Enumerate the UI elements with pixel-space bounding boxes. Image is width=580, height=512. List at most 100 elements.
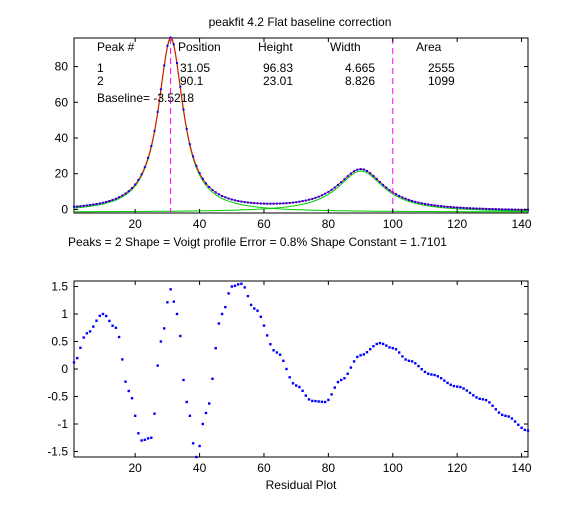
data-point — [102, 201, 104, 204]
data-point — [340, 181, 343, 184]
x-tick-label: 140 — [512, 461, 532, 475]
data-point — [230, 198, 233, 201]
y-tick-label: 0 — [61, 202, 68, 216]
residual-point — [439, 377, 443, 380]
fit-plot-curves — [73, 36, 529, 213]
data-point — [288, 201, 291, 204]
residual-point — [501, 413, 504, 417]
y-tick-label: 40 — [55, 131, 69, 145]
data-point — [414, 200, 417, 203]
data-point — [253, 202, 256, 205]
table-cell: 4.665 — [345, 61, 375, 75]
residual-point — [456, 385, 459, 388]
residual-point — [323, 400, 327, 404]
residual-point — [523, 428, 526, 432]
data-point — [201, 177, 204, 180]
data-point — [195, 164, 198, 167]
residual-point — [398, 351, 401, 354]
residual-point — [391, 346, 394, 350]
data-point — [79, 205, 82, 208]
residual-point — [195, 455, 198, 459]
y-tick-label: 1.5 — [51, 280, 68, 294]
residual-point — [346, 372, 349, 375]
data-point — [485, 207, 488, 210]
data-point — [166, 44, 169, 47]
residual-point — [343, 377, 346, 380]
data-point — [243, 201, 246, 204]
data-point — [324, 192, 327, 195]
residual-point — [481, 398, 485, 401]
data-point — [443, 205, 446, 208]
residual-point — [526, 429, 530, 432]
residual-point — [76, 356, 79, 360]
data-point — [85, 204, 88, 207]
residual-point — [143, 438, 146, 441]
residual-point — [497, 411, 501, 414]
table-header: Width — [330, 40, 361, 54]
y-tick-label: -0.5 — [47, 390, 68, 404]
residual-point — [85, 332, 89, 335]
residual-point — [449, 383, 452, 386]
data-point — [211, 188, 214, 191]
residual-point — [211, 377, 214, 380]
data-point — [237, 200, 240, 202]
residual-point — [92, 325, 95, 328]
residual-point — [488, 401, 491, 404]
data-point — [449, 206, 452, 208]
data-point — [217, 193, 220, 196]
residual-point — [407, 359, 411, 362]
residual-point — [105, 314, 108, 318]
data-point — [407, 198, 410, 201]
residual-point — [88, 330, 92, 333]
residual-point — [166, 301, 169, 304]
data-point — [375, 177, 378, 180]
data-point — [221, 195, 224, 197]
residual-point — [262, 324, 266, 327]
data-point — [124, 192, 127, 195]
table-header: Area — [416, 40, 442, 54]
data-point — [514, 208, 517, 211]
residual-point — [362, 353, 365, 356]
fit-plot-ticks: 20 40 60 80 100 120 140 0 20 40 60 80 — [55, 38, 532, 231]
data-point — [156, 110, 159, 113]
residual-point — [333, 386, 336, 389]
residual-point — [433, 373, 436, 377]
fit-summary: Peaks = 2 Shape = Voigt profile Error = … — [68, 235, 447, 249]
residual-point — [204, 411, 208, 415]
data-point — [169, 36, 172, 39]
data-point — [404, 197, 407, 200]
data-point — [314, 196, 317, 199]
y-tick-label: 80 — [55, 60, 69, 74]
component-curve-2 — [74, 170, 529, 213]
data-point — [279, 202, 282, 205]
residual-point — [494, 408, 497, 411]
residual-point — [410, 360, 414, 363]
residual-point — [269, 343, 272, 346]
data-point — [465, 207, 468, 210]
residual-point — [311, 399, 314, 403]
residual-point — [427, 372, 430, 375]
residual-point — [520, 426, 523, 429]
data-point — [179, 85, 182, 88]
data-point — [182, 108, 185, 111]
data-point — [488, 208, 491, 210]
data-point — [131, 187, 133, 190]
data-point — [472, 207, 475, 210]
chart-title: peakfit 4.2 Flat baseline correction — [209, 15, 392, 29]
data-point — [163, 64, 166, 67]
data-point — [362, 168, 365, 171]
residual-point — [278, 353, 282, 356]
table-cell: 2555 — [428, 61, 455, 75]
residual-point — [504, 414, 507, 417]
data-point — [320, 194, 323, 197]
residual-point — [484, 398, 488, 402]
data-point — [73, 205, 75, 208]
table-cell: 23.01 — [263, 74, 293, 88]
residual-point — [134, 414, 137, 417]
fit-plot-frame — [73, 37, 529, 214]
residual-point — [465, 389, 468, 392]
data-point — [333, 186, 336, 189]
residual-point — [414, 362, 417, 365]
data-point — [295, 201, 298, 204]
residual-point — [365, 351, 369, 354]
